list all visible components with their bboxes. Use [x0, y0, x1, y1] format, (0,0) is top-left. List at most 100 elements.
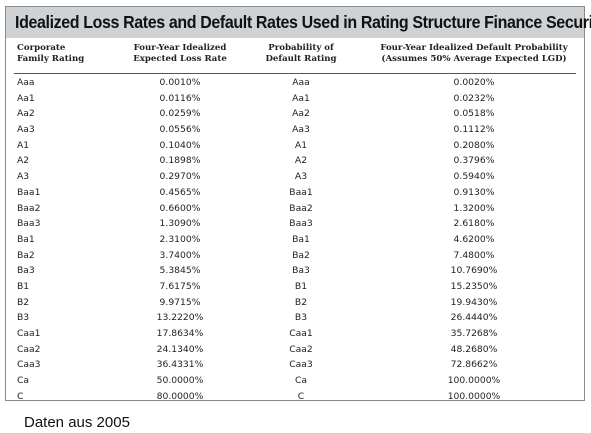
header-divider: [14, 73, 576, 74]
default-probability-cell: 35.7268%: [450, 328, 498, 339]
table-row: C 80.0000% C 100.0000%: [6, 389, 584, 405]
expected-loss-rate-cell: 0.4565%: [159, 186, 201, 198]
default-rating-cell: C: [297, 390, 305, 402]
default-probability-cell: 10.7690%: [450, 265, 498, 277]
table-row: Aa1 0.0116% Aa1 0.0232%: [6, 91, 584, 107]
expected-loss-rate-cell: 0.2970%: [159, 171, 201, 183]
caption: Daten aus 2005: [24, 414, 130, 431]
expected-loss-rate-cell: 0.1898%: [159, 155, 201, 167]
table-row: Aa2 0.0259% Aa2 0.0518%: [6, 106, 584, 122]
expected-loss-rate-cell: 1.3090%: [159, 218, 201, 230]
table-title: Idealized Loss Rates and Default Rates U…: [15, 12, 591, 32]
expected-loss-rate-cell: 0.1040%: [159, 139, 201, 151]
default-probability-cell: 0.5940%: [453, 171, 495, 183]
expected-loss-rate-cell: 36.4331%: [156, 359, 204, 371]
default-rating-cell: Aa3: [292, 124, 310, 136]
table-body: Aaa 0.0010% Aaa 0.0020% Aa1 0.0116% Aa1 0.0232%…: [6, 75, 584, 404]
default-probability-cell: 19.9430%: [450, 296, 498, 308]
corporate-family-rating-cell: Caa2: [17, 343, 41, 355]
default-probability-cell: 0.9130%: [453, 186, 495, 198]
table-row: Ba2 3.7400% Ba2 7.4800%: [6, 248, 584, 264]
corporate-family-rating-cell: B2: [17, 296, 30, 308]
expected-loss-rate-cell: 2.3100%: [159, 233, 201, 245]
header-line: Four-Year Idealized: [133, 43, 227, 53]
header-expected-loss-rate: Four-Year Idealized Expected Loss Rate: [124, 43, 236, 65]
default-rating-cell: Ca: [294, 375, 308, 387]
header-line: Corporate: [17, 43, 66, 53]
title-band: Idealized Loss Rates and Default Rates U…: [6, 7, 591, 38]
table-row: B1 7.6175% B1 15.2350%: [6, 279, 584, 295]
expected-loss-rate-cell: 24.1340%: [156, 343, 204, 355]
default-probability-cell: 1.3200%: [453, 202, 495, 214]
default-rating-cell: Baa2: [289, 202, 313, 214]
expected-loss-rate-cell: 7.6175%: [159, 280, 201, 292]
table-row: Baa2 0.6600% Baa2 1.3200%: [6, 201, 584, 217]
default-rating-cell: B2: [294, 296, 308, 308]
default-probability-cell: 0.0232%: [453, 92, 495, 104]
corporate-family-rating-cell: Aa2: [17, 108, 35, 120]
header-line: (Assumes 50% Average Expected LGD): [381, 54, 567, 64]
default-rating-cell: B3: [294, 312, 308, 324]
default-rating-cell: Baa3: [289, 218, 313, 230]
table-row: A2 0.1898% A2 0.3796%: [6, 153, 584, 169]
default-probability-cell: 15.2350%: [450, 280, 498, 292]
corporate-family-rating-cell: Ba2: [17, 249, 35, 261]
default-probability-cell: 0.2080%: [453, 139, 495, 151]
corporate-family-rating-cell: Caa1: [17, 328, 41, 339]
default-probability-cell: 0.0518%: [453, 108, 495, 120]
expected-loss-rate-cell: 80.0000%: [156, 390, 204, 402]
table-row: Baa3 1.3090% Baa3 2.6180%: [6, 216, 584, 232]
header-probability-of-default-rating: Probability of Default Rating: [246, 43, 356, 65]
corporate-family-rating-cell: Baa1: [17, 186, 41, 198]
default-rating-cell: Aa1: [292, 92, 310, 104]
default-probability-cell: 0.1112%: [453, 124, 495, 136]
table-row: Aaa 0.0010% Aaa 0.0020%: [6, 75, 584, 91]
header-line: Probability of: [268, 43, 334, 53]
expected-loss-rate-cell: 5.3845%: [159, 265, 201, 277]
default-rating-cell: Ba2: [292, 249, 310, 261]
expected-loss-rate-cell: 50.0000%: [156, 375, 204, 387]
default-probability-cell: 100.0000%: [447, 390, 501, 402]
corporate-family-rating-cell: Caa3: [17, 359, 41, 371]
expected-loss-rate-cell: 9.9715%: [159, 296, 201, 308]
default-rating-cell: Baa1: [289, 186, 313, 198]
corporate-family-rating-cell: C: [17, 390, 24, 402]
header-line: Four-Year Idealized Default Probability: [380, 43, 568, 53]
expected-loss-rate-cell: 0.0116%: [159, 92, 201, 104]
default-rating-cell: Caa1: [289, 328, 313, 339]
expected-loss-rate-cell: 0.0259%: [159, 108, 201, 120]
header-line: Default Rating: [265, 54, 337, 64]
default-rating-cell: Ba3: [292, 265, 310, 277]
default-rating-cell: Caa3: [289, 359, 313, 371]
table-row: Caa3 36.4331% Caa3 72.8662%: [6, 357, 584, 373]
corporate-family-rating-cell: Ca: [17, 375, 30, 387]
default-probability-cell: 100.0000%: [447, 375, 501, 387]
default-probability-cell: 26.4440%: [450, 312, 498, 324]
corporate-family-rating-cell: Baa3: [17, 218, 41, 230]
corporate-family-rating-cell: B3: [17, 312, 30, 324]
corporate-family-rating-cell: B1: [17, 280, 30, 292]
corporate-family-rating-cell: Baa2: [17, 202, 41, 214]
default-rating-cell: Aaa: [292, 77, 310, 88]
default-probability-cell: 4.6200%: [453, 233, 495, 245]
default-rating-cell: Ba1: [292, 233, 310, 245]
default-rating-cell: B1: [294, 280, 308, 292]
table-row: A1 0.1040% A1 0.2080%: [6, 138, 584, 154]
table-row: B3 13.2220% B3 26.4440%: [6, 310, 584, 326]
default-probability-cell: 7.4800%: [453, 249, 495, 261]
table-row: Ca 50.0000% Ca 100.0000%: [6, 373, 584, 389]
default-probability-cell: 2.6180%: [453, 218, 495, 230]
default-rating-cell: A1: [294, 139, 308, 151]
table-row: Caa1 17.8634% Caa1 35.7268%: [6, 326, 584, 342]
header-line: Expected Loss Rate: [133, 54, 227, 64]
corporate-family-rating-cell: A1: [17, 139, 30, 151]
header-corporate-family-rating: Corporate Family Rating: [17, 43, 84, 65]
header-line: Family Rating: [17, 54, 85, 64]
corporate-family-rating-cell: A2: [17, 155, 30, 167]
corporate-family-rating-cell: Aa3: [17, 124, 35, 136]
expected-loss-rate-cell: 3.7400%: [159, 249, 201, 261]
table-row: Aa3 0.0556% Aa3 0.1112%: [6, 122, 584, 138]
default-probability-cell: 0.0020%: [453, 77, 495, 88]
default-rating-cell: Caa2: [289, 343, 313, 355]
table-row: Ba1 2.3100% Ba1 4.6200%: [6, 232, 584, 248]
